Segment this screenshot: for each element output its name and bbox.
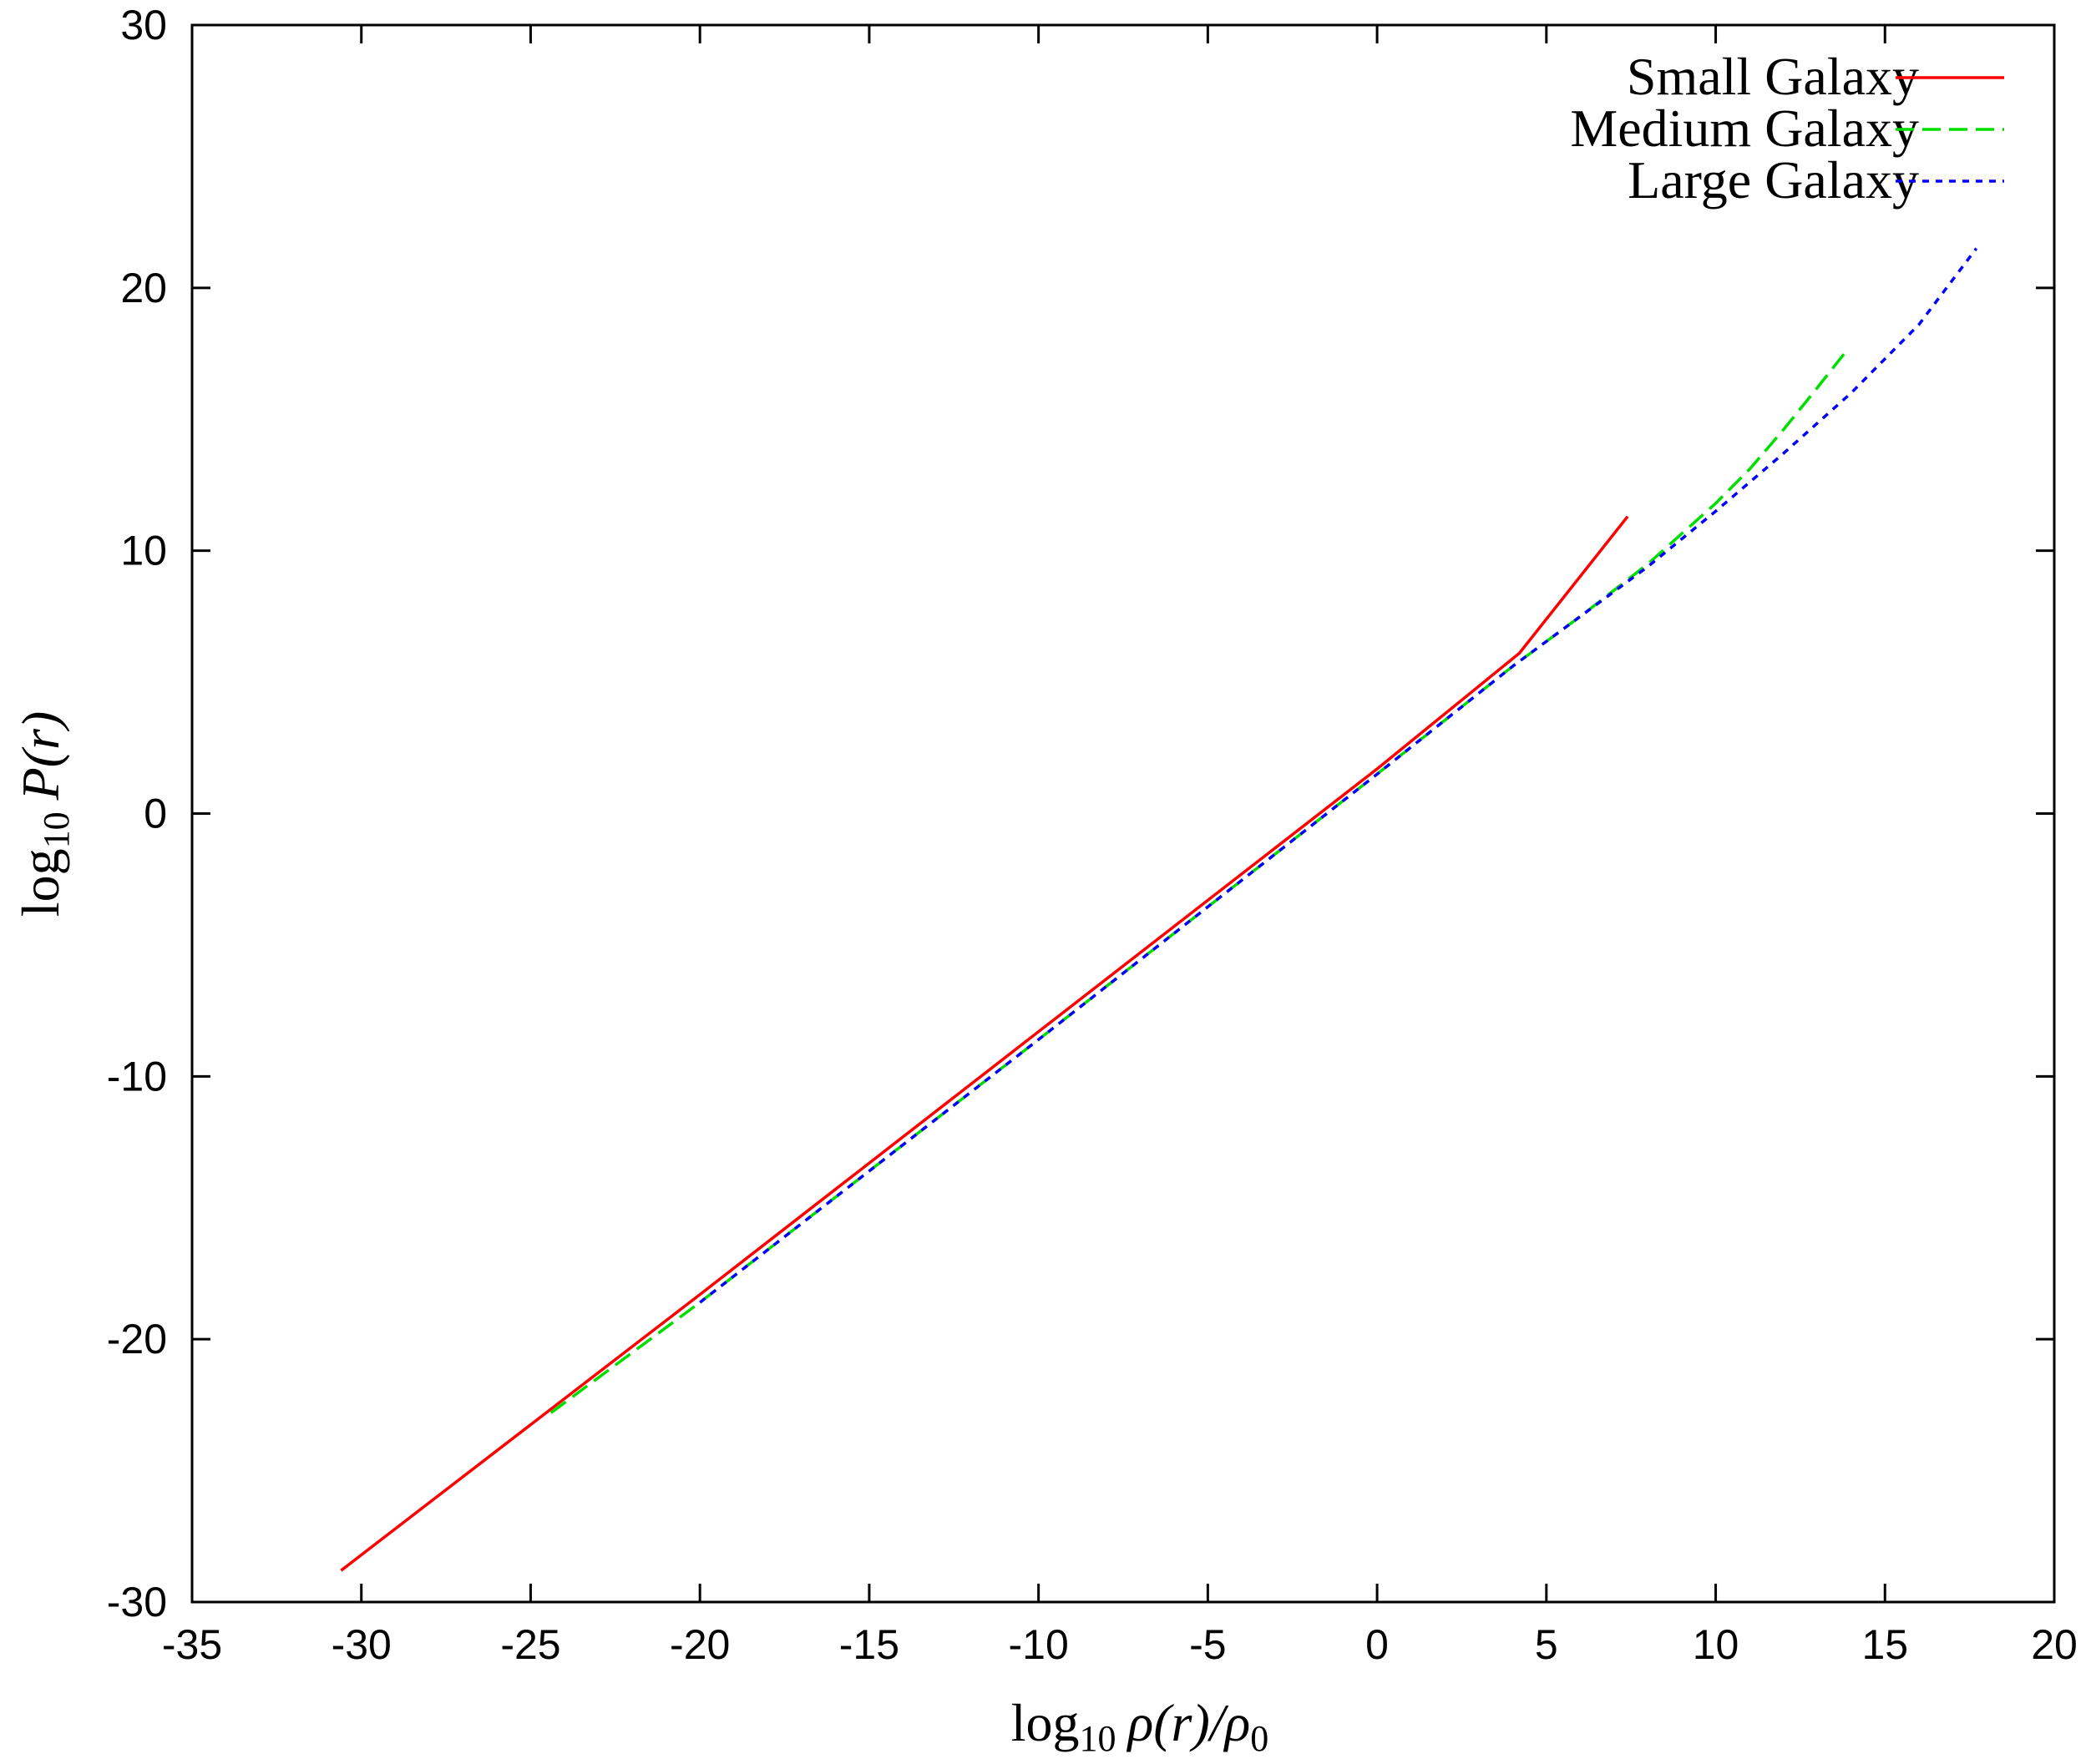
x-tick-label: 0 bbox=[1365, 1621, 1389, 1668]
x-tick-label: 20 bbox=[2031, 1621, 2078, 1668]
x-tick-label: -30 bbox=[332, 1621, 392, 1668]
series-lines bbox=[340, 247, 1978, 1572]
legend-label: Medium Galaxy bbox=[1570, 99, 1919, 158]
y-tick-label: -10 bbox=[107, 1053, 167, 1099]
x-tick-label: -25 bbox=[500, 1621, 560, 1668]
x-tick-label: 10 bbox=[1693, 1621, 1739, 1668]
legend-label: Small Galaxy bbox=[1627, 47, 1919, 106]
y-tick-label: 0 bbox=[144, 791, 167, 837]
x-axis-label: log10 ρ(r)/ρ0 bbox=[1011, 1693, 1269, 1759]
series-line-large-galaxy bbox=[699, 247, 1978, 1304]
x-tick-label: -10 bbox=[1009, 1621, 1069, 1668]
x-tick-label: -5 bbox=[1189, 1621, 1226, 1668]
series-line-medium-galaxy bbox=[549, 352, 1845, 1414]
y-tick-label: 10 bbox=[120, 528, 167, 574]
y-tick-label: -20 bbox=[107, 1316, 167, 1362]
x-tick-label: -15 bbox=[839, 1621, 899, 1668]
legend-label: Large Galaxy bbox=[1628, 150, 1919, 210]
x-tick-label: 5 bbox=[1535, 1621, 1558, 1668]
x-tick-label: -20 bbox=[670, 1621, 730, 1668]
tick-labels: -35 -30 -25 -20 -15 -10 -5 0 5 10 15 20-30-20-10010… bbox=[107, 2, 2078, 1668]
series-line-small-galaxy bbox=[340, 515, 1629, 1572]
y-tick-label: 20 bbox=[120, 265, 167, 311]
y-axis-label: log10P(r) bbox=[11, 711, 77, 917]
y-tick-label: -30 bbox=[107, 1579, 167, 1625]
tick-marks bbox=[190, 23, 2056, 1604]
y-tick-label: 30 bbox=[120, 2, 167, 48]
x-tick-label: 15 bbox=[1861, 1621, 1908, 1668]
x-tick-label: -35 bbox=[162, 1621, 222, 1668]
plot-frame bbox=[190, 23, 2056, 1604]
